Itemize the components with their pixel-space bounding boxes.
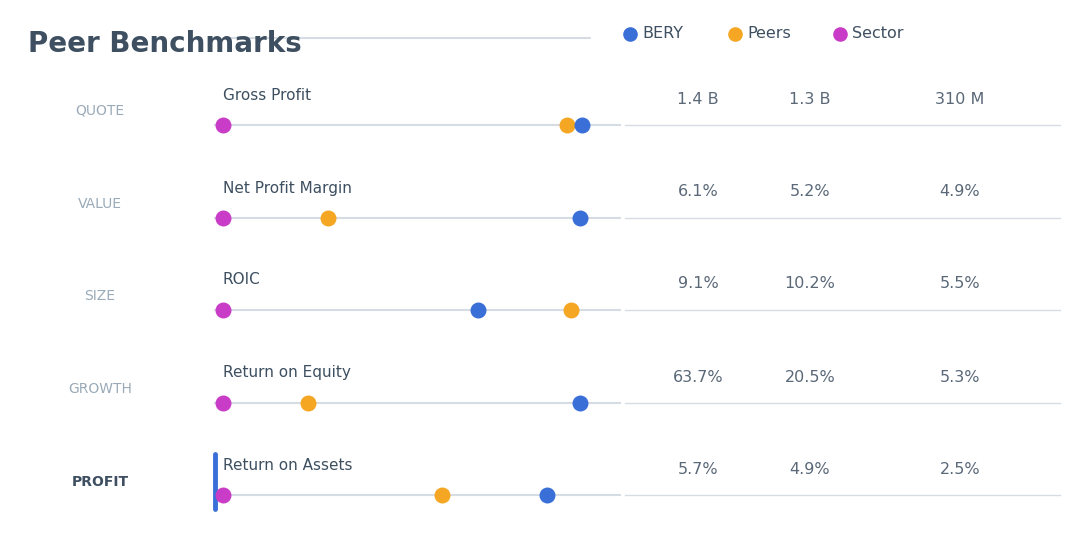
Text: ROIC: ROIC — [223, 273, 260, 287]
Point — [572, 120, 590, 129]
Point — [563, 306, 580, 315]
Text: 310 M: 310 M — [935, 91, 985, 106]
Text: 2.5%: 2.5% — [939, 463, 980, 478]
Text: 5.3%: 5.3% — [939, 370, 980, 385]
Point — [538, 491, 555, 500]
Text: 1.4 B: 1.4 B — [677, 91, 719, 106]
Text: 5.5%: 5.5% — [939, 277, 980, 292]
Text: QUOTE: QUOTE — [75, 104, 125, 118]
Point — [571, 213, 589, 222]
Text: 10.2%: 10.2% — [784, 277, 835, 292]
Text: GROWTH: GROWTH — [68, 382, 132, 396]
Text: 63.7%: 63.7% — [672, 370, 723, 385]
Text: Net Profit Margin: Net Profit Margin — [223, 180, 352, 195]
Text: BERY: BERY — [642, 26, 683, 41]
Text: 5.2%: 5.2% — [790, 184, 831, 199]
Text: Return on Assets: Return on Assets — [223, 459, 353, 474]
Text: Sector: Sector — [852, 26, 904, 41]
Text: Return on Equity: Return on Equity — [223, 366, 351, 380]
Point — [832, 30, 849, 39]
Point — [299, 399, 316, 408]
Point — [214, 120, 231, 129]
Text: 9.1%: 9.1% — [678, 277, 719, 292]
Point — [622, 30, 639, 39]
Point — [558, 120, 576, 129]
Point — [214, 306, 231, 315]
Point — [434, 491, 451, 500]
Text: PROFIT: PROFIT — [71, 474, 128, 488]
Point — [320, 213, 337, 222]
Text: 6.1%: 6.1% — [678, 184, 719, 199]
Point — [214, 213, 231, 222]
Point — [214, 491, 231, 500]
Text: 4.9%: 4.9% — [939, 184, 980, 199]
Text: VALUE: VALUE — [77, 197, 122, 211]
Text: Gross Profit: Gross Profit — [223, 87, 311, 102]
Text: Peer Benchmarks: Peer Benchmarks — [28, 30, 301, 58]
Point — [571, 399, 589, 408]
Text: Peers: Peers — [747, 26, 791, 41]
Point — [469, 306, 486, 315]
Text: 5.7%: 5.7% — [678, 463, 719, 478]
Point — [726, 30, 744, 39]
Text: SIZE: SIZE — [85, 289, 115, 303]
Text: 20.5%: 20.5% — [784, 370, 835, 385]
Text: 1.3 B: 1.3 B — [790, 91, 831, 106]
Point — [214, 399, 231, 408]
Text: 4.9%: 4.9% — [790, 463, 831, 478]
